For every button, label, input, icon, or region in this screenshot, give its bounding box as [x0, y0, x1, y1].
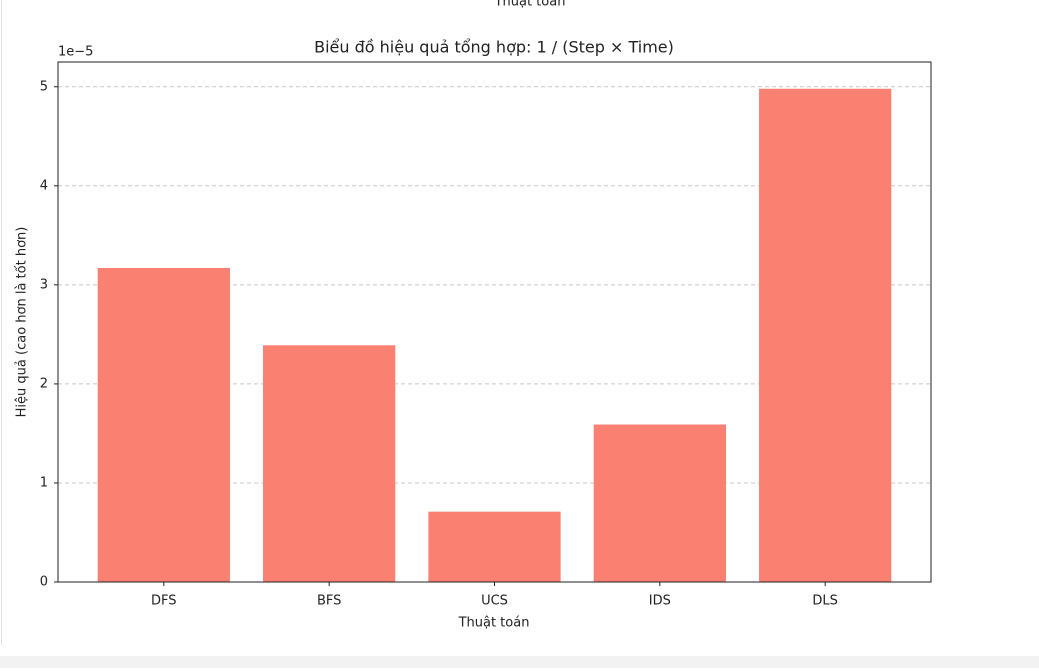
x-tick-label: DFS: [151, 594, 177, 609]
y-tick-label: 3: [40, 277, 48, 292]
x-tick-label: DLS: [812, 594, 838, 609]
plot: 0 1 2 3 4 5 DFS BFS UCS IDS DLS: [40, 79, 931, 609]
y-tick-label: 2: [40, 376, 48, 391]
axes-frame: [57, 61, 932, 583]
chart-title: Biểu đồ hiệu quả tổng hợp: 1 / (Step × T…: [314, 38, 674, 57]
y-tick-label: 1: [40, 475, 48, 490]
y-axis-label: Hiệu quả (cao hơn là tốt hơn): [15, 227, 30, 418]
x-tick-label: UCS: [481, 594, 508, 609]
y-tick-label: 0: [40, 575, 48, 590]
bar: [593, 424, 726, 582]
x-tick-label: BFS: [317, 594, 341, 609]
top-caption: Thuật toán: [494, 0, 566, 10]
bar: [428, 511, 561, 582]
bar: [759, 88, 892, 582]
x-tick-label: IDS: [649, 594, 671, 609]
x-axis-label: Thuật toán: [458, 616, 530, 631]
bar: [263, 345, 396, 582]
offset-label: 1e−5: [58, 45, 93, 60]
bar: [97, 268, 230, 582]
cell-footer: [0, 656, 1039, 668]
y-tick-label: 5: [40, 79, 48, 94]
y-tick-label: 4: [40, 178, 48, 193]
